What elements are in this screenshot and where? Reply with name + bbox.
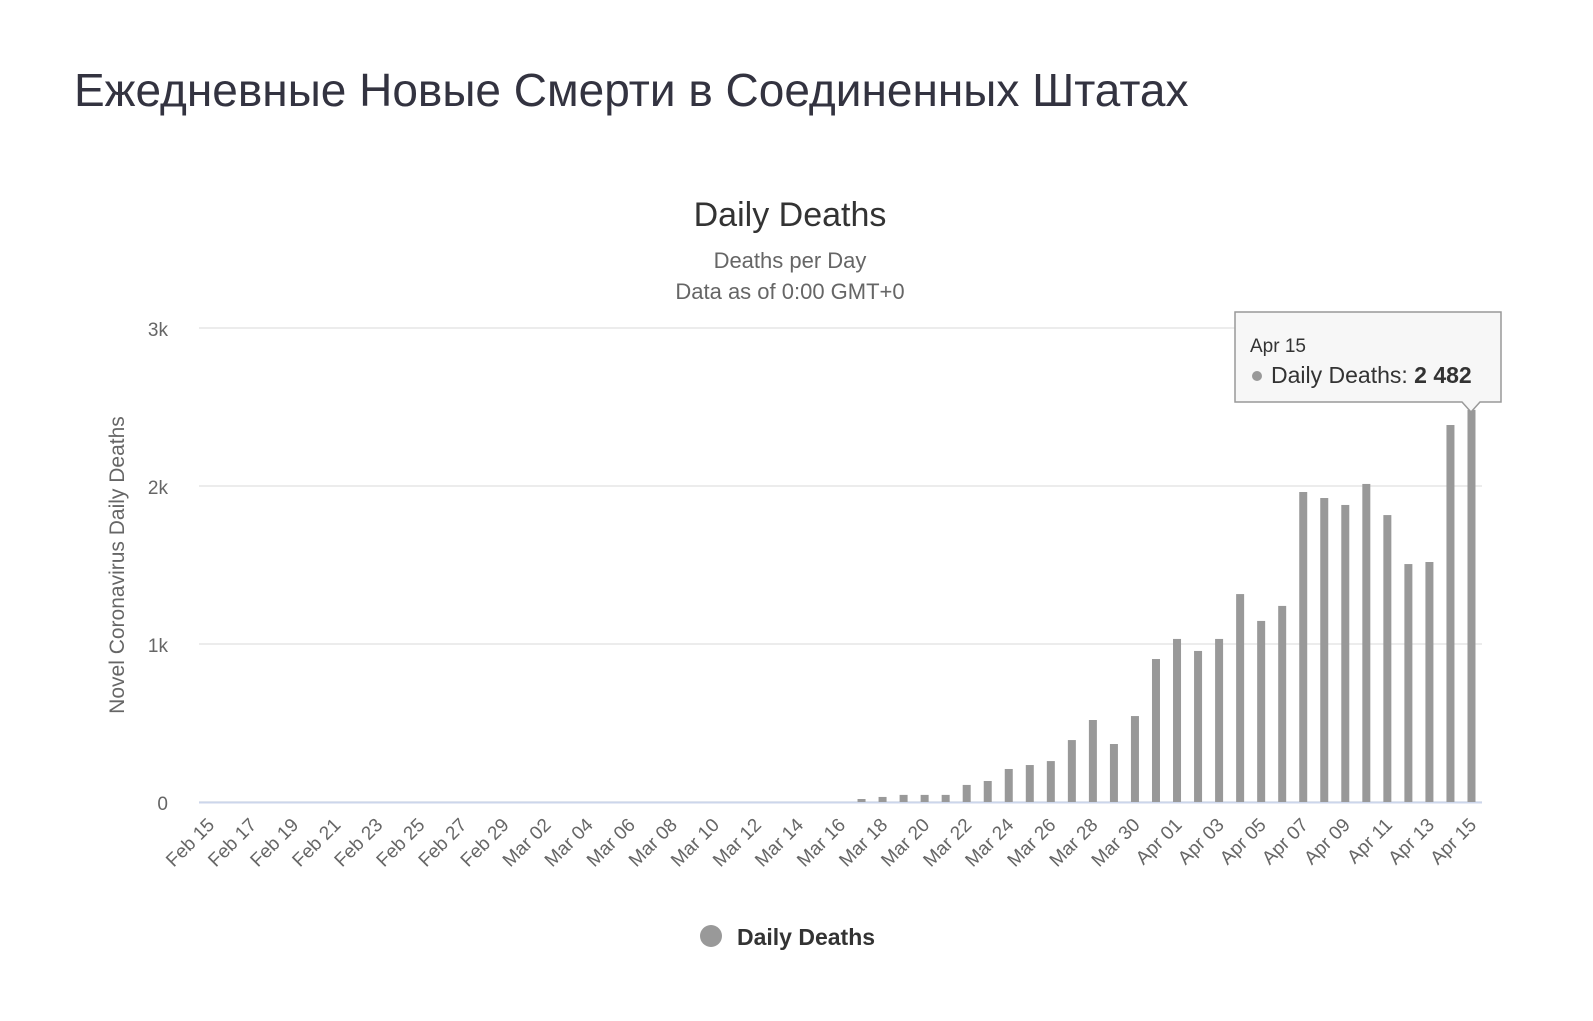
- bar: [941, 794, 950, 802]
- bar: [1151, 659, 1160, 802]
- x-tick-label: Apr 15: [1427, 815, 1481, 869]
- bar: [1467, 409, 1476, 802]
- bar: [899, 794, 908, 802]
- tooltip-box: [1234, 311, 1502, 414]
- x-tick-label: Apr 11: [1343, 815, 1396, 868]
- bar: [1025, 765, 1034, 802]
- bar: [1236, 594, 1245, 802]
- legend-marker: [700, 925, 722, 947]
- tooltip-date: Apr 15: [1250, 336, 1306, 357]
- bar: [983, 780, 992, 802]
- bar: [1215, 638, 1224, 802]
- bar: [878, 796, 887, 802]
- bar: [1299, 492, 1308, 802]
- x-tick-label: Apr 05: [1216, 815, 1270, 869]
- x-tick-label: Apr 09: [1300, 815, 1354, 869]
- x-tick-label: Mar 30: [1088, 815, 1145, 872]
- x-tick-label: Apr 01: [1132, 815, 1186, 869]
- bar: [1173, 638, 1182, 802]
- bar: [1067, 740, 1076, 802]
- y-tick-label: 3k: [148, 320, 169, 341]
- chart-subtitle: Data as of 0:00 GMT+0: [675, 279, 904, 304]
- bar: [1088, 719, 1097, 802]
- tooltip-text: Daily Deaths: 2 482: [1271, 362, 1472, 388]
- legend[interactable]: Daily Deaths: [700, 924, 875, 950]
- y-tick-label: 0: [157, 794, 168, 815]
- legend-label[interactable]: Daily Deaths: [737, 924, 875, 950]
- bar: [1446, 425, 1455, 802]
- y-axis-label: Novel Coronavirus Daily Deaths: [106, 416, 129, 714]
- bar: [1383, 515, 1392, 802]
- bar: [1425, 561, 1434, 802]
- bar: [1109, 744, 1118, 802]
- bar: [1194, 650, 1203, 802]
- bar: [1362, 483, 1371, 802]
- bar: [1278, 605, 1287, 802]
- page-title: Ежедневные Новые Смерти в Соединенных Шт…: [74, 64, 1189, 116]
- bar: [1004, 768, 1013, 802]
- chart-title: Daily Deaths: [694, 196, 887, 234]
- tooltip: Apr 15 Daily Deaths: 2 482: [1234, 311, 1502, 414]
- bar: [857, 798, 866, 802]
- chart-subtitle: Deaths per Day: [714, 248, 867, 273]
- y-tick-label: 1k: [148, 636, 169, 657]
- bar: [1341, 504, 1350, 802]
- bar: [1404, 564, 1413, 802]
- tooltip-marker: [1252, 371, 1262, 381]
- x-tick-label: Apr 03: [1174, 815, 1228, 869]
- x-tick-label: Apr 07: [1258, 815, 1312, 869]
- bar: [962, 784, 971, 802]
- bar: [1320, 498, 1329, 802]
- bar: [1257, 620, 1266, 802]
- y-tick-label: 2k: [148, 478, 169, 499]
- x-tick-label: Apr 13: [1385, 815, 1439, 869]
- bar: [1130, 716, 1139, 802]
- bar: [1046, 761, 1055, 802]
- bar: [920, 794, 929, 802]
